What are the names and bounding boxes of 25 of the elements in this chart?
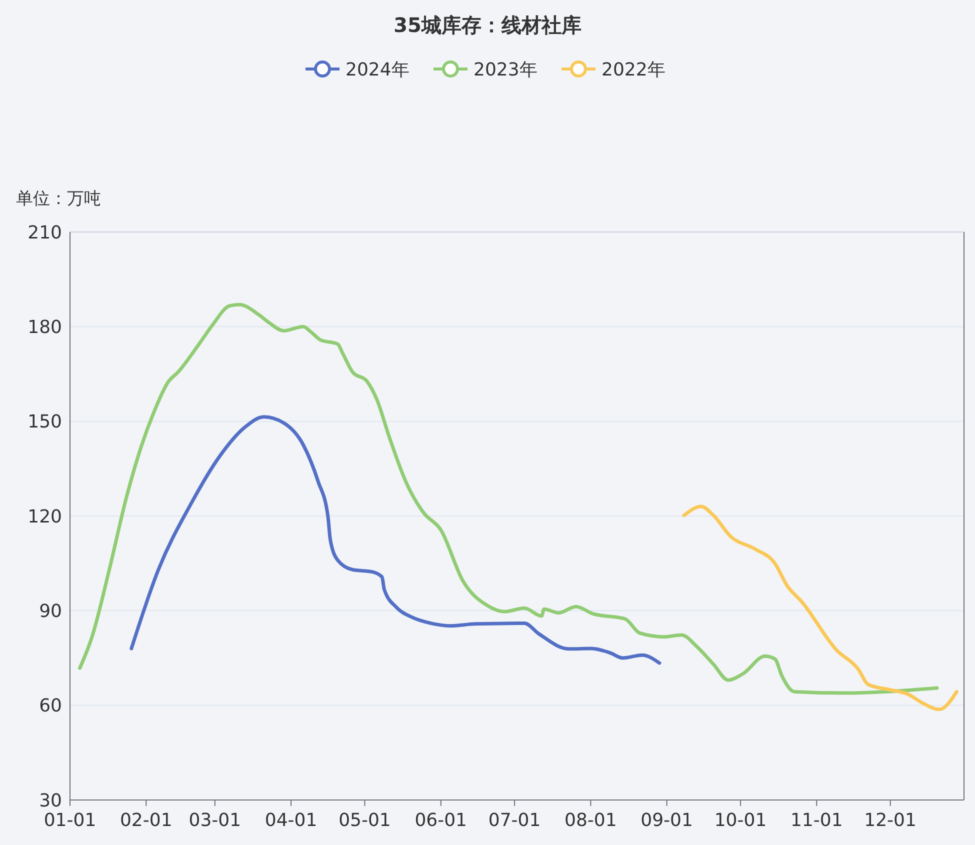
x-tick-label: 11-01: [790, 810, 843, 831]
y-axis-title: 单位：万吨: [16, 189, 101, 209]
x-tick-label: 04-01: [264, 810, 318, 831]
y-tick-label: 210: [28, 222, 62, 244]
legend-label: 2024年: [346, 59, 410, 80]
x-tick-label: 08-01: [564, 810, 617, 831]
x-tick-label: 07-01: [488, 810, 541, 831]
x-tick-label: 06-01: [414, 810, 468, 831]
x-tick-label: 01-01: [44, 810, 96, 831]
x-tick-label: 12-01: [864, 810, 916, 831]
y-tick-label: 120: [28, 506, 62, 528]
x-tick-label: 10-01: [714, 810, 767, 831]
legend-label: 2022年: [602, 59, 666, 80]
y-tick-label: 30: [39, 790, 62, 812]
x-tick-label: 09-01: [640, 810, 693, 831]
legend-label: 2023年: [474, 59, 538, 80]
x-tick-label: 02-01: [120, 810, 172, 831]
chart-title: 35城库存：线材社库: [394, 13, 582, 37]
x-tick-label: 05-01: [338, 810, 391, 831]
y-tick-label: 150: [28, 412, 62, 433]
y-tick-label: 90: [39, 600, 62, 622]
x-tick-label: 03-01: [188, 810, 242, 831]
line-series: [682, 504, 958, 712]
y-tick-label: 180: [28, 316, 62, 338]
y-tick-label: 60: [39, 696, 62, 717]
